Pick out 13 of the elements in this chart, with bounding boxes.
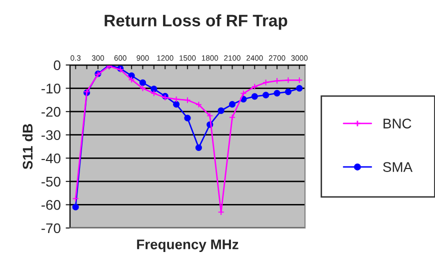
y-tick-label: -60: [42, 200, 60, 210]
y-tick-label: -40: [42, 153, 60, 164]
y-tick-label: -70: [42, 223, 60, 234]
y-tick-label: -30: [42, 130, 60, 140]
y-tick-label: -50: [42, 176, 60, 187]
legend-label: BNC: [384, 118, 412, 128]
chart-title: Return Loss of RF Trap: [104, 14, 288, 30]
y-tick-label: -20: [42, 106, 60, 117]
y-tick-label: 0: [54, 60, 60, 70]
y-axis-title: S11 dB: [22, 124, 33, 170]
x-axis-title: Frequency MHz: [137, 240, 238, 252]
y-tick-label: -10: [42, 84, 60, 94]
legend-label: SMA: [383, 162, 413, 172]
